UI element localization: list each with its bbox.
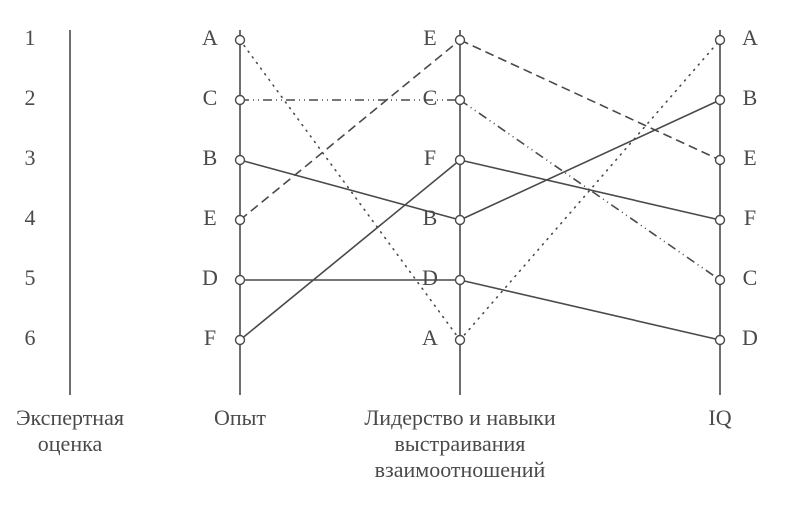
candidate-E-segment: [240, 40, 460, 220]
axis-experience-letter-rank-3: B: [203, 145, 218, 170]
marker-leadership-rank-2: [456, 96, 465, 105]
marker-leadership-rank-5: [456, 276, 465, 285]
axis-experience-letter-rank-1: A: [202, 25, 218, 50]
marker-experience-rank-2: [236, 96, 245, 105]
rank-number-2: 2: [25, 85, 36, 110]
marker-iq-rank-2: [716, 96, 725, 105]
marker-experience-rank-1: [236, 36, 245, 45]
marker-experience-rank-5: [236, 276, 245, 285]
rank-number-6: 6: [25, 325, 36, 350]
axis-experience-letter-rank-2: C: [203, 85, 218, 110]
axis-leadership-label-line-1: выстраивания: [395, 431, 526, 456]
marker-iq-rank-1: [716, 36, 725, 45]
axis-expert-label-line-0: Экспертная: [16, 405, 124, 430]
axis-leadership-letter-rank-2: C: [423, 85, 438, 110]
candidate-D-segment: [460, 280, 720, 340]
candidate-F-segment: [460, 160, 720, 220]
axis-expert-label-line-1: оценка: [38, 431, 103, 456]
candidate-B-segment: [460, 100, 720, 220]
candidate-E-segment: [460, 40, 720, 160]
axis-experience-label-line-0: Опыт: [214, 405, 266, 430]
axis-experience-letter-rank-5: D: [202, 265, 218, 290]
marker-iq-rank-5: [716, 276, 725, 285]
parallel-rank-chart: Экспертнаяоценка Опыт A C B E D F Лидерство и на…: [0, 0, 790, 510]
axis-leadership-letter-rank-6: A: [422, 325, 438, 350]
marker-leadership-rank-1: [456, 36, 465, 45]
axis-iq-letter-rank-2: B: [743, 85, 758, 110]
axis-leadership-letter-rank-3: F: [424, 145, 436, 170]
axis-experience-letter-rank-4: E: [203, 205, 216, 230]
marker-iq-rank-3: [716, 156, 725, 165]
marker-leadership-rank-3: [456, 156, 465, 165]
marker-iq-rank-4: [716, 216, 725, 225]
marker-experience-rank-6: [236, 336, 245, 345]
axis-leadership-label-line-2: взаимоотношений: [375, 457, 546, 482]
rank-number-1: 1: [25, 25, 36, 50]
marker-experience-rank-3: [236, 156, 245, 165]
axis-iq-letter-rank-3: E: [743, 145, 756, 170]
axis-leadership-letter-rank-4: B: [423, 205, 438, 230]
axis-leadership-letter-rank-1: E: [423, 25, 436, 50]
axis-iq-letter-rank-4: F: [744, 205, 756, 230]
marker-iq-rank-6: [716, 336, 725, 345]
marker-experience-rank-4: [236, 216, 245, 225]
marker-leadership-rank-6: [456, 336, 465, 345]
axis-iq-letter-rank-6: D: [742, 325, 758, 350]
axis-iq-label-line-0: IQ: [708, 405, 731, 430]
axis-experience-letter-rank-6: F: [204, 325, 216, 350]
axis-iq-letter-rank-5: C: [743, 265, 758, 290]
candidate-F-segment: [240, 160, 460, 340]
axis-leadership-label-line-0: Лидерство и навыки: [364, 405, 555, 430]
axis-leadership-letter-rank-5: D: [422, 265, 438, 290]
marker-leadership-rank-4: [456, 216, 465, 225]
rank-number-3: 3: [25, 145, 36, 170]
axis-iq-letter-rank-1: A: [742, 25, 758, 50]
rank-number-5: 5: [25, 265, 36, 290]
rank-number-4: 4: [25, 205, 36, 230]
